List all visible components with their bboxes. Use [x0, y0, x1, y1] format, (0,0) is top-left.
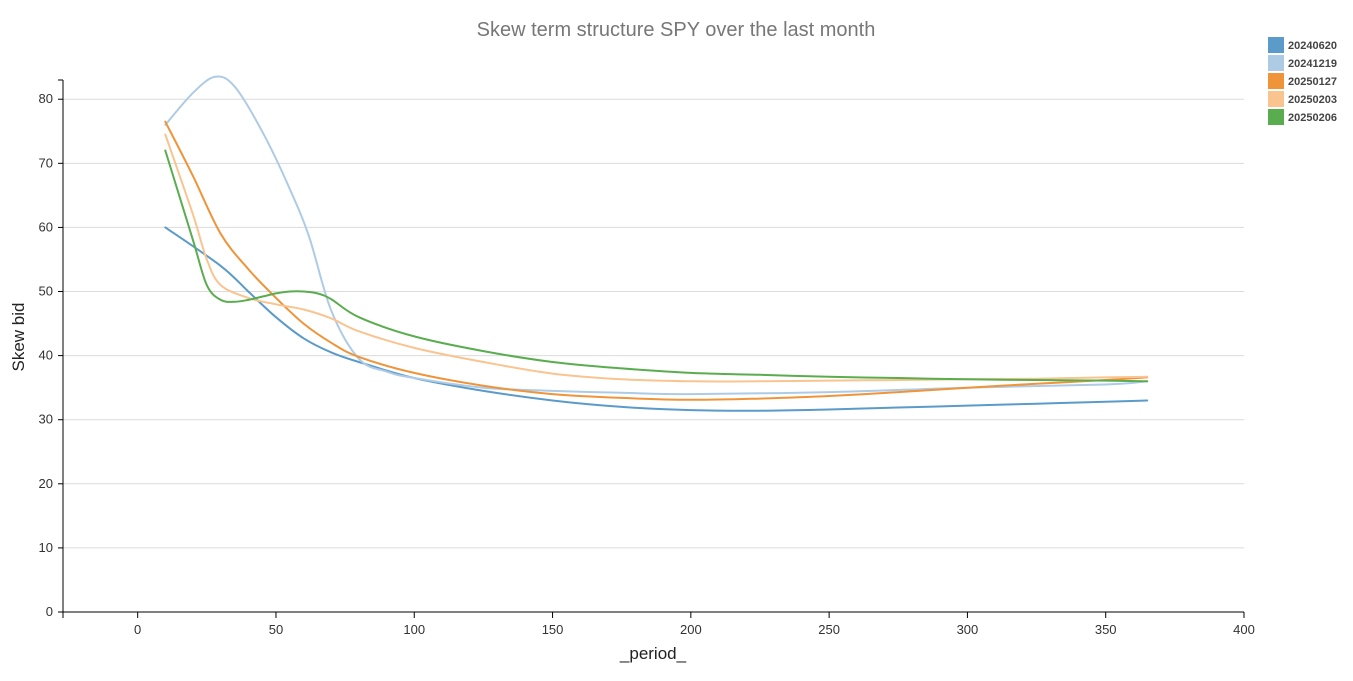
- legend-swatch: [1268, 73, 1284, 89]
- x-tick-label: 400: [1233, 622, 1255, 637]
- y-tick-label: 50: [39, 284, 53, 299]
- y-tick-label: 10: [39, 540, 53, 555]
- legend-swatch: [1268, 91, 1284, 107]
- x-tick-label: 200: [680, 622, 702, 637]
- y-tick-label: 40: [39, 348, 53, 363]
- y-tick-label: 70: [39, 155, 53, 170]
- x-tick-label: 250: [818, 622, 840, 637]
- legend-label: 20250206: [1288, 112, 1337, 124]
- chart-title: Skew term structure SPY over the last mo…: [477, 19, 876, 41]
- y-tick-label: 60: [39, 219, 53, 234]
- y-tick-label: 0: [46, 604, 53, 619]
- axes: 0 10 20 30 40 50 60 70 80 0 50 100 150 200 250 300 350 40…: [39, 79, 1255, 637]
- x-axis-label: _period_: [619, 644, 687, 663]
- series-line-20250127: [164, 120, 1149, 401]
- legend-label: 20250127: [1288, 76, 1337, 88]
- series-line-20241219: [164, 75, 1149, 396]
- legend-label: 20241219: [1288, 58, 1337, 70]
- legend: 20240620 20241219 20250127 20250203 20250206: [1268, 37, 1337, 125]
- x-tick-label: 150: [542, 622, 564, 637]
- series-lines: [164, 75, 1149, 412]
- x-tick-label: 100: [403, 622, 425, 637]
- y-tick-label: 30: [39, 412, 53, 427]
- legend-swatch: [1268, 109, 1284, 125]
- y-axis-label: Skew bid: [9, 303, 28, 372]
- x-tick-label: 350: [1095, 622, 1117, 637]
- x-tick-label: 0: [134, 622, 141, 637]
- y-tick-label: 80: [39, 91, 53, 106]
- y-tick-label: 20: [39, 476, 53, 491]
- x-tick-label: 50: [269, 622, 283, 637]
- series-line-20250206: [164, 149, 1149, 383]
- series-line-20240620: [164, 226, 1149, 412]
- x-tick-label: 300: [957, 622, 979, 637]
- legend-label: 20250203: [1288, 94, 1337, 106]
- legend-swatch: [1268, 55, 1284, 71]
- legend-swatch: [1268, 37, 1284, 53]
- gridlines: [63, 98, 1244, 549]
- legend-label: 20240620: [1288, 40, 1337, 52]
